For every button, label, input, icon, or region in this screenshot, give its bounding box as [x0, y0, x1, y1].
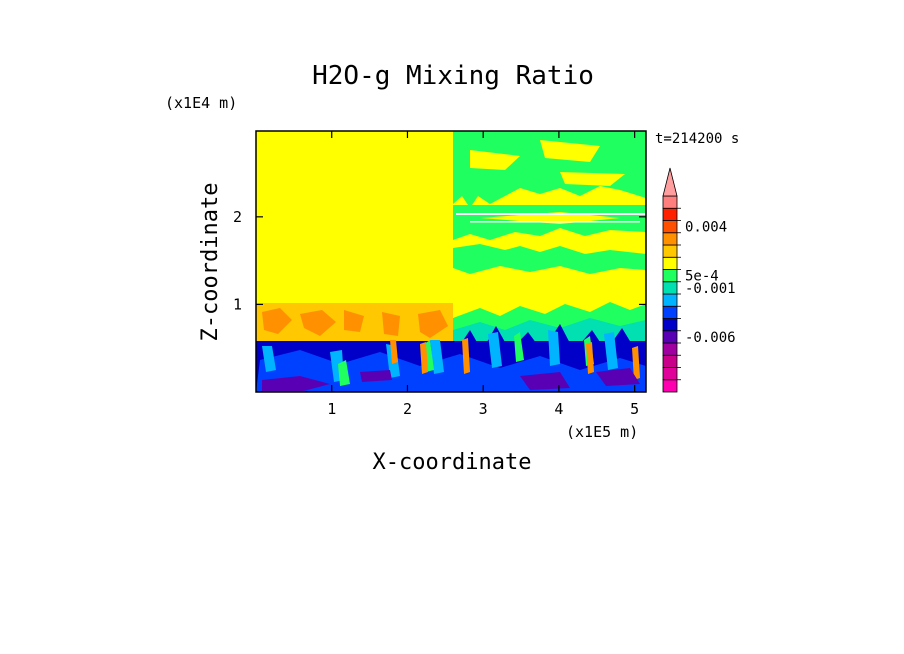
field-purple-patches: [262, 368, 640, 392]
field-white-streak-1: [456, 213, 646, 215]
x-axis-title: X-coordinate: [373, 450, 532, 475]
colorbar-swatch: [662, 195, 678, 209]
field-yellow-lobe-a: [470, 150, 520, 170]
colorbar-swatch: [662, 305, 678, 319]
colorbar-label: 0.004: [685, 220, 727, 236]
colorbar-swatch: [662, 207, 678, 221]
chart-title: H2O-g Mixing Ratio: [312, 61, 594, 91]
x-axis-ticks: 1 2 3 4 5: [327, 131, 639, 418]
field-upper-left: [256, 131, 453, 303]
field-orange-plumes: [390, 338, 640, 380]
colorbar-label: -0.001: [685, 281, 736, 297]
x-tick-label: 5: [630, 400, 639, 418]
colorbar-swatch: [662, 220, 678, 234]
y-tick-label: 1: [233, 295, 242, 313]
field-green-upper-right: [453, 131, 646, 208]
plot-frame: [255, 130, 647, 393]
field-green-mid: [453, 244, 646, 274]
colorbar-swatch: [662, 354, 678, 368]
colorbar-extend-arrow: [662, 167, 678, 197]
y-unit-label: (x1E4 m): [165, 94, 237, 112]
field-cyan-plumes: [262, 330, 618, 382]
colorbar-swatch: [662, 330, 678, 344]
colorbar-swatch: [662, 342, 678, 356]
field-yellow-lobe-b: [540, 140, 600, 162]
x-tick-label: 1: [327, 400, 336, 418]
colorbar-swatch: [662, 244, 678, 258]
colorbar-swatch: [662, 293, 678, 307]
colorbar-swatch: [662, 318, 678, 332]
time-label: t=214200 s: [655, 131, 739, 147]
colorbar-swatch: [662, 367, 678, 381]
x-tick-label: 4: [554, 400, 563, 418]
field-white-streak-2: [470, 221, 640, 223]
x-tick-label: 3: [479, 400, 488, 418]
colorbar-swatch: [662, 281, 678, 295]
colorbar-swatch: [662, 269, 678, 283]
field-dark-orange-blobs: [262, 308, 448, 338]
y-tick-label: 2: [233, 208, 242, 226]
colorbar-swatch: [662, 256, 678, 270]
y-axis-title: Z-coordinate: [198, 183, 223, 342]
colorbar-label: -0.006: [685, 330, 736, 346]
x-unit-label: (x1E5 m): [566, 423, 638, 441]
colorbar-swatch: [662, 379, 678, 393]
x-tick-label: 2: [403, 400, 412, 418]
colorbar-label: 5e-4: [685, 269, 719, 285]
colorbar-swatch: [662, 232, 678, 246]
y-axis-ticks: 12: [233, 208, 646, 313]
field-yellow-lobe-c: [560, 172, 625, 186]
plot-field: [256, 131, 646, 392]
